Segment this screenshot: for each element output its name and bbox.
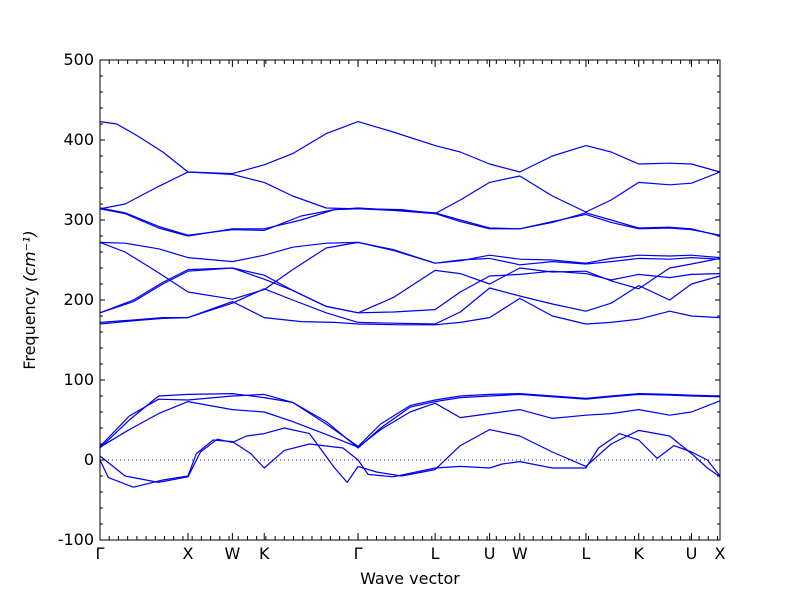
- y-axis-label: Frequency (cm⁻¹): [20, 230, 39, 369]
- x-axis-label: Wave vector: [360, 569, 460, 588]
- band-7: [99, 257, 721, 314]
- band-lines: [99, 121, 721, 488]
- y-tick-label: 300: [63, 210, 94, 229]
- x-tick-label: K: [259, 544, 270, 563]
- x-tick-label: U: [484, 544, 496, 563]
- band-11: [99, 393, 721, 447]
- band-13: [99, 400, 721, 448]
- x-tick-label: W: [224, 544, 240, 563]
- y-tick-label: 100: [63, 370, 94, 389]
- y-tick-label: 400: [63, 130, 94, 149]
- band-2: [99, 171, 721, 215]
- band-8: [99, 267, 721, 314]
- x-tick-label: U: [686, 544, 698, 563]
- band-3: [99, 208, 721, 237]
- band-9: [99, 275, 721, 325]
- x-tick-label: Γ: [96, 544, 105, 563]
- x-tick-label: X: [182, 544, 193, 563]
- x-tick-label: Γ: [354, 544, 363, 563]
- band-1: [99, 121, 721, 175]
- band-10: [99, 297, 721, 326]
- y-tick-label: 0: [84, 450, 94, 469]
- y-tick-label: 500: [63, 50, 94, 69]
- x-tick-label: X: [715, 544, 726, 563]
- y-tick-label: -100: [58, 530, 94, 549]
- band-6: [99, 241, 721, 300]
- x-tick-label: K: [633, 544, 644, 563]
- y-tick-label: 200: [63, 290, 94, 309]
- y-axis-ticks: -100 0 100 200 300 400 500: [58, 50, 720, 549]
- x-tick-label: L: [581, 544, 590, 563]
- band-14: [99, 433, 721, 488]
- y-axis-label-unit: (cm⁻¹): [20, 230, 39, 282]
- band-15: [99, 427, 721, 483]
- band-4: [99, 207, 721, 236]
- band-12: [99, 393, 721, 449]
- x-tick-label: W: [512, 544, 528, 563]
- x-tick-label: L: [431, 544, 440, 563]
- y-axis-label-text: Frequency: [20, 287, 39, 370]
